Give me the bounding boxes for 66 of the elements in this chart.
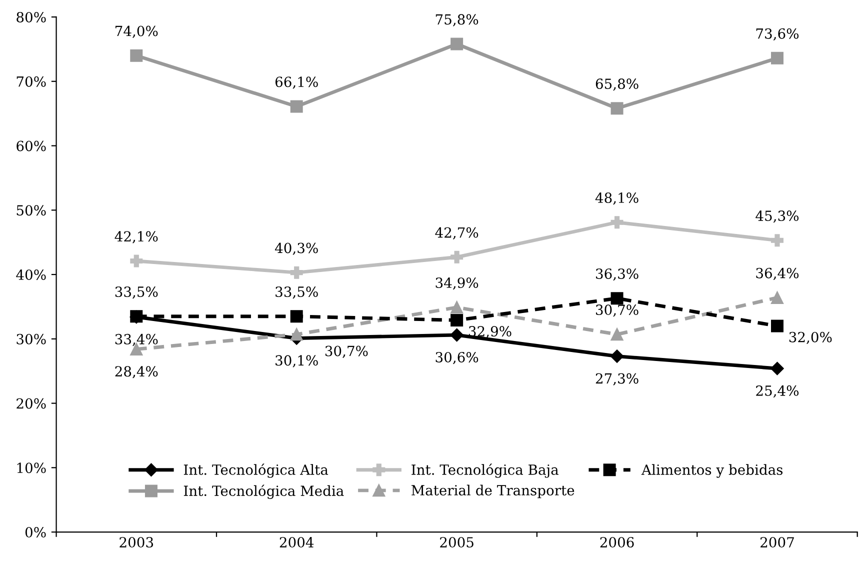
data-label: 36,4% [756, 268, 799, 280]
point [450, 301, 464, 314]
point [770, 362, 784, 376]
data-label: 34,9% [436, 277, 478, 290]
y-tick-label: 20% [16, 398, 46, 409]
data-label: 33,4% [115, 334, 158, 346]
legend-label: Alimentos y bebidas [641, 464, 783, 478]
data-label: 42,1% [114, 231, 158, 244]
data-label: 30,7% [325, 346, 368, 358]
point [450, 38, 464, 50]
y-tick-label: 30% [16, 334, 46, 344]
data-label: 30,6% [436, 352, 478, 364]
legend-label: Int. Tecnológica Media [184, 484, 344, 499]
point [130, 310, 143, 323]
y-tick-label: 0% [25, 527, 46, 538]
x-tick-label: 2006 [600, 537, 634, 548]
y-tick-label: 80% [16, 12, 46, 22]
data-label: 65,8% [596, 78, 638, 91]
data-label: 74,0% [116, 26, 158, 38]
data-label: 33,5% [115, 286, 158, 299]
data-label: 75,8% [436, 14, 478, 26]
legend-label: Int. Tecnológica Alta [184, 464, 328, 478]
y-tick-label: 10% [17, 462, 46, 474]
x-tick-label: 2004 [280, 537, 314, 548]
data-label: 40,3% [274, 242, 318, 255]
x-tick-label: 2003 [120, 537, 154, 548]
point [610, 102, 624, 115]
data-label: 32,9% [468, 326, 512, 338]
y-tick-label: 60% [16, 140, 46, 152]
point [610, 216, 624, 229]
data-label: 27,3% [596, 373, 638, 386]
point [770, 320, 784, 332]
legend-label: Int. Tecnológica Baja [412, 464, 558, 478]
point [450, 250, 464, 264]
data-label: 30,7% [596, 304, 638, 317]
point [290, 328, 303, 341]
data-label: 73,6% [756, 28, 799, 41]
data-label: 32,0% [789, 332, 832, 344]
data-label: 30,1% [276, 355, 318, 368]
point [770, 291, 784, 304]
legend-label: Material de Transporte [412, 484, 574, 498]
point [290, 310, 303, 323]
point [610, 328, 624, 341]
x-tick-label: 2005 [440, 537, 474, 548]
point [290, 266, 303, 279]
y-tick-label: 70% [16, 76, 46, 87]
point [450, 314, 464, 326]
y-tick-label: 50% [16, 205, 46, 216]
point [610, 292, 624, 305]
point [130, 254, 143, 268]
data-label: 66,1% [275, 76, 318, 89]
point [130, 49, 143, 62]
data-label: 45,3% [756, 210, 799, 223]
point [450, 328, 464, 342]
data-label: 36,3% [596, 268, 638, 281]
data-label: 25,4% [756, 385, 799, 398]
y-tick-label: 40% [16, 269, 46, 280]
x-tick-label: 2007 [760, 537, 794, 548]
point [770, 52, 784, 64]
data-label: 33,5% [276, 286, 318, 299]
point [610, 350, 624, 363]
data-label: 48,1% [595, 192, 638, 205]
data-label: 28,4% [115, 366, 158, 378]
data-label: 42,7% [435, 227, 478, 240]
point [770, 234, 784, 247]
point [290, 100, 303, 113]
